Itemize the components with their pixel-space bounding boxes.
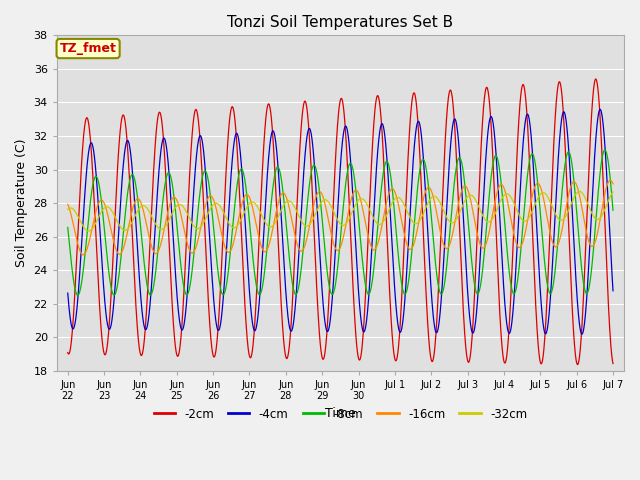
Line: -32cm: -32cm: [68, 192, 613, 231]
-16cm: [607, 178, 614, 183]
X-axis label: Time: Time: [325, 407, 356, 420]
Line: -8cm: -8cm: [68, 150, 613, 295]
-2cm: [159, 123, 166, 129]
-4cm: [159, 139, 166, 144]
-16cm: [79, 252, 87, 258]
-8cm: [540, 250, 548, 256]
-8cm: [273, 165, 281, 170]
-8cm: [601, 147, 609, 153]
Y-axis label: Soil Temperature (C): Soil Temperature (C): [15, 139, 28, 267]
-32cm: [599, 211, 607, 217]
-4cm: [599, 117, 607, 123]
-32cm: [64, 206, 72, 212]
-4cm: [296, 223, 304, 228]
Text: TZ_fmet: TZ_fmet: [60, 42, 116, 55]
-32cm: [273, 216, 281, 222]
Line: -16cm: -16cm: [68, 180, 613, 255]
-8cm: [598, 153, 606, 159]
-4cm: [126, 145, 134, 151]
-4cm: [540, 324, 547, 330]
-2cm: [573, 362, 581, 368]
-16cm: [273, 205, 281, 211]
-32cm: [126, 223, 134, 228]
-4cm: [609, 288, 617, 294]
-2cm: [296, 135, 304, 141]
-4cm: [596, 107, 604, 112]
-8cm: [74, 292, 81, 298]
-16cm: [598, 204, 606, 209]
-16cm: [64, 202, 72, 207]
-16cm: [609, 181, 617, 187]
-8cm: [297, 271, 305, 276]
-2cm: [592, 76, 600, 82]
-16cm: [159, 234, 166, 240]
-2cm: [599, 166, 607, 172]
-8cm: [64, 225, 72, 230]
Line: -4cm: -4cm: [68, 109, 613, 334]
-2cm: [126, 185, 134, 191]
-8cm: [609, 207, 617, 213]
Line: -2cm: -2cm: [68, 79, 613, 365]
Title: Tonzi Soil Temperatures Set B: Tonzi Soil Temperatures Set B: [227, 15, 453, 30]
-2cm: [64, 349, 72, 355]
-32cm: [540, 190, 548, 195]
-32cm: [609, 189, 617, 195]
-32cm: [575, 189, 583, 194]
-16cm: [126, 216, 134, 222]
-4cm: [64, 290, 72, 296]
-16cm: [297, 248, 305, 254]
Legend: -2cm, -4cm, -8cm, -16cm, -32cm: -2cm, -4cm, -8cm, -16cm, -32cm: [149, 403, 532, 425]
-32cm: [159, 226, 166, 232]
-2cm: [540, 349, 547, 355]
-2cm: [609, 360, 617, 366]
-32cm: [297, 217, 305, 223]
-4cm: [578, 331, 586, 337]
-8cm: [126, 176, 134, 182]
-16cm: [540, 197, 548, 203]
-32cm: [85, 228, 93, 234]
-4cm: [273, 149, 281, 155]
-2cm: [273, 209, 281, 215]
-8cm: [159, 202, 166, 207]
